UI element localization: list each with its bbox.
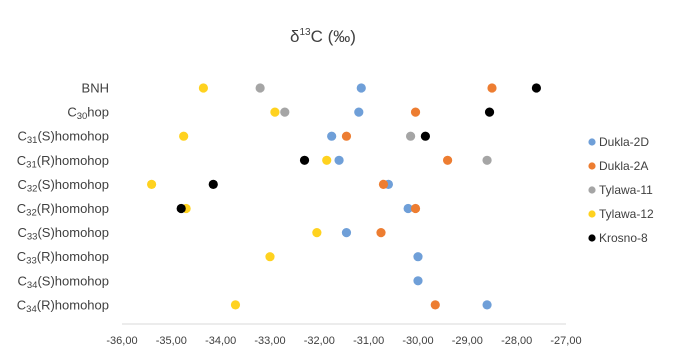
x-tick-label: -31,00 xyxy=(353,335,384,347)
point-dukla-2a xyxy=(443,155,453,165)
point-krosno-8 xyxy=(531,83,542,93)
point-dukla-2d xyxy=(356,83,366,93)
x-tick-label: -27,00 xyxy=(550,335,581,347)
point-tylawa-11 xyxy=(255,83,265,93)
legend-marker-tylawa-11 xyxy=(588,186,596,194)
x-tick-label: -28,00 xyxy=(501,335,532,347)
category-label-c31-r-homohop: C31(R)homohop xyxy=(17,153,109,171)
point-tylawa-11 xyxy=(406,131,416,141)
point-krosno-8 xyxy=(176,203,186,214)
chart-title: δ13C (‰) xyxy=(290,27,356,46)
point-dukla-2a xyxy=(430,300,440,310)
point-krosno-8 xyxy=(484,107,495,117)
x-tick-label: -30,00 xyxy=(402,335,433,347)
category-label-c34-r-homohop: C34(R)homohop xyxy=(17,297,109,315)
point-dukla-2a xyxy=(378,179,389,189)
category-label-c31-s-homohop: C31(S)homohop xyxy=(17,129,109,147)
point-tylawa-12 xyxy=(312,228,322,238)
point-dukla-2d xyxy=(341,228,352,238)
point-dukla-2d xyxy=(403,203,413,214)
point-krosno-8 xyxy=(299,155,310,165)
legend-label-krosno-8: Krosno-8 xyxy=(599,231,648,245)
x-tick-label: -36,00 xyxy=(106,335,137,347)
point-dukla-2d xyxy=(354,107,364,117)
point-dukla-2d xyxy=(413,252,423,262)
category-label-c30hop: C30hop xyxy=(67,105,109,123)
legend-label-tylawa-11: Tylawa-11 xyxy=(599,183,653,197)
point-dukla-2a xyxy=(410,107,421,117)
x-tick-label: -32,00 xyxy=(304,335,335,347)
point-tylawa-12 xyxy=(230,300,241,310)
point-tylawa-12 xyxy=(270,107,280,117)
legend-marker-krosno-8 xyxy=(588,234,596,242)
point-dukla-2a xyxy=(410,203,421,214)
point-dukla-2d xyxy=(327,131,337,141)
point-tylawa-11 xyxy=(482,155,492,165)
point-dukla-2d xyxy=(413,276,423,286)
legend-label-dukla-2a: Dukla-2A xyxy=(599,159,648,173)
point-dukla-2d xyxy=(334,155,344,165)
category-label-c33-r-homohop: C33(R)homohop xyxy=(17,249,109,267)
x-tick-label: -35,00 xyxy=(156,335,187,347)
x-tick-labels: -36,00 -35,00 -34,00 -33,00 -32,00 -31,00 -30,… xyxy=(106,335,581,347)
category-label-c33-s-homohop: C33(S)homohop xyxy=(17,225,109,243)
legend-label-dukla-2d: Dukla-2D xyxy=(599,135,649,149)
category-label-c32-s-homohop: C32(S)homohop xyxy=(17,177,109,195)
chart-title-superscript: 13 xyxy=(300,27,312,38)
point-tylawa-12 xyxy=(265,252,275,262)
point-tylawa-12 xyxy=(322,155,332,165)
legend-marker-dukla-2d xyxy=(588,138,596,146)
point-tylawa-12 xyxy=(198,83,208,93)
point-dukla-2a xyxy=(376,228,386,238)
point-tylawa-12 xyxy=(147,179,157,189)
point-tylawa-11 xyxy=(280,107,290,117)
point-dukla-2a xyxy=(487,83,497,93)
x-tick-label: -29,00 xyxy=(452,335,483,347)
category-label-bnh: BNH xyxy=(82,81,109,96)
point-tylawa-12 xyxy=(179,131,189,141)
x-tick-label: -34,00 xyxy=(205,335,236,347)
legend-marker-dukla-2a xyxy=(588,162,596,170)
x-tick-label: -33,00 xyxy=(254,335,285,347)
point-krosno-8 xyxy=(208,179,218,189)
category-label-c32-r-homohop: C32(R)homohop xyxy=(17,201,109,219)
category-labels: BNH C30hop C31(S)homohop C31(R)homohop C32(S… xyxy=(17,81,109,315)
legend-marker-tylawa-12 xyxy=(588,210,596,218)
legend: Dukla-2D Dukla-2A Tylawa-11 Tylawa-12 Krosno… xyxy=(588,135,654,245)
point-krosno-8 xyxy=(420,131,430,141)
point-dukla-2a xyxy=(341,131,352,141)
point-dukla-2d xyxy=(482,300,492,310)
category-label-c34-s-homohop: C34(S)homohop xyxy=(17,273,109,291)
legend-label-tylawa-12: Tylawa-12 xyxy=(599,207,654,221)
data-points xyxy=(147,83,542,310)
